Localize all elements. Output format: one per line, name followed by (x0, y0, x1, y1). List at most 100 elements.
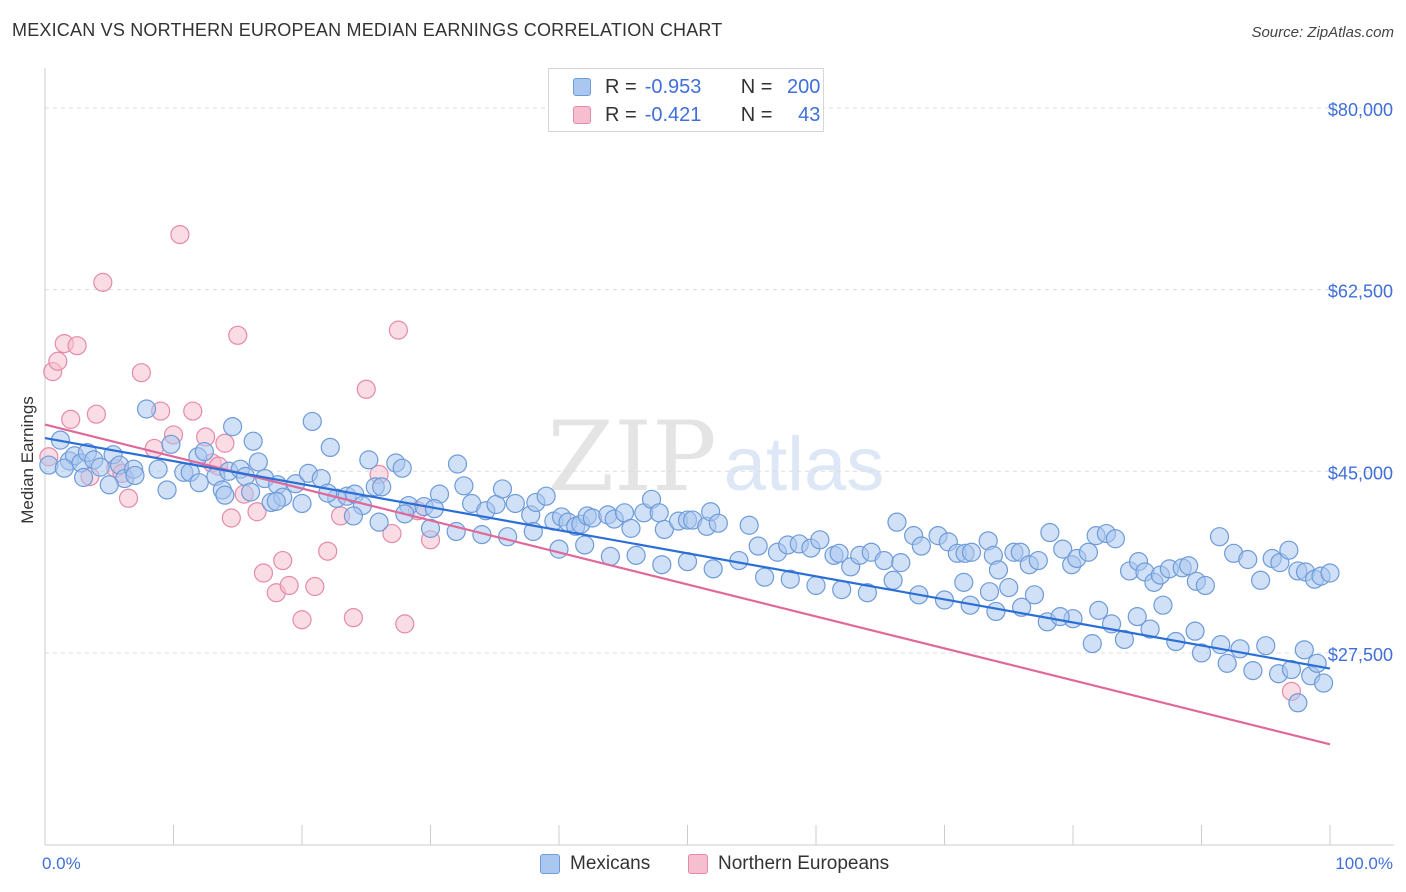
bottom-legend-northern-europeans: Northern Europeans (688, 852, 889, 876)
trend-lines (44, 423, 1331, 746)
data-point-mexicans (1185, 621, 1205, 641)
data-point-mexicans (1230, 639, 1250, 659)
data-point-northern-europeans (61, 409, 81, 429)
data-point-mexicans (90, 457, 110, 477)
data-point-northern-europeans (273, 550, 293, 571)
legend-swatch-pink (573, 106, 591, 124)
data-point-mexicans (54, 458, 74, 478)
legend-swatch-blue (540, 854, 560, 874)
data-point-mexicans (447, 454, 468, 474)
data-point-northern-europeans (305, 576, 325, 597)
data-point-mexicans (292, 493, 312, 514)
data-point-mexicans (454, 476, 474, 496)
data-point-mexicans (649, 503, 669, 523)
trend-line-northern-europeans (44, 423, 1331, 746)
data-point-mexicans (739, 515, 759, 535)
data-point-mexicans (1127, 607, 1147, 627)
data-point-mexicans (1313, 673, 1334, 693)
watermark-zip: ZIP (547, 401, 716, 513)
data-point-mexicans (1114, 629, 1135, 650)
data-point-mexicans (961, 542, 982, 562)
data-point-mexicans (829, 543, 849, 563)
data-point-mexicans (887, 512, 907, 532)
data-point-mexicans (1256, 636, 1276, 656)
data-point-mexicans (748, 536, 768, 556)
legend-swatch-blue (573, 78, 591, 96)
data-point-mexicans (157, 480, 177, 500)
source-label: Source: ZipAtlas.com (1251, 24, 1394, 41)
data-point-mexicans (1307, 653, 1327, 673)
data-point-mexicans (575, 535, 595, 555)
legend-r-value: -0.953 (644, 75, 702, 98)
data-point-mexicans (343, 506, 363, 526)
data-point-mexicans (302, 411, 322, 432)
trend-line-mexicans (44, 436, 1331, 670)
x-ticks (44, 825, 1331, 845)
data-point-mexicans (1179, 556, 1199, 576)
watermark: ZIP atlas (547, 401, 884, 513)
data-point-mexicans (654, 519, 674, 540)
legend-row-northern-europeans: R = -0.421 N = 43 (573, 101, 820, 129)
data-point-mexicans (266, 491, 286, 511)
data-point-mexicans (73, 467, 94, 488)
data-point-mexicans (492, 479, 513, 499)
legend-r-label: R = (605, 75, 637, 98)
data-point-mexicans (621, 518, 641, 538)
data-point-mexicans (1320, 563, 1340, 583)
data-point-northern-europeans (144, 438, 164, 459)
x-tick-label-min: 0.0% (42, 854, 81, 873)
bottom-legend-mexicans: Mexicans (540, 852, 650, 876)
data-point-northern-europeans (215, 433, 235, 453)
data-point-mexicans (891, 553, 911, 573)
data-point-mexicans (241, 482, 261, 502)
data-point-mexicans (1053, 539, 1073, 559)
data-point-northern-europeans (343, 608, 363, 628)
data-point-mexicans (1279, 540, 1299, 560)
data-point-mexicans (999, 577, 1019, 598)
data-point-northern-europeans (253, 563, 274, 583)
data-point-mexicans (505, 493, 525, 514)
y-axis-label: Median Earnings (18, 396, 37, 524)
data-point-mexicans (1078, 542, 1099, 562)
data-point-northern-europeans (356, 379, 376, 399)
data-point-mexicans (832, 580, 852, 600)
data-point-northern-europeans (247, 502, 267, 522)
data-point-mexicans (536, 486, 556, 506)
data-point-mexicans (1028, 550, 1048, 571)
bottom-legend-label: Northern Europeans (718, 853, 890, 874)
data-point-mexicans (194, 441, 214, 462)
data-point-mexicans (1243, 660, 1263, 681)
data-point-mexicans (1238, 549, 1258, 570)
data-point-northern-europeans (221, 508, 241, 528)
chart-title: MEXICAN VS NORTHERN EUROPEAN MEDIAN EARN… (12, 20, 723, 40)
data-point-northern-europeans (388, 320, 408, 340)
data-point-mexicans (1089, 600, 1109, 620)
data-point-mexicans (1217, 653, 1237, 673)
data-point-mexicans (369, 512, 389, 532)
data-point-mexicans (1040, 522, 1060, 543)
data-point-northern-europeans (318, 541, 338, 561)
data-point-mexicans (582, 508, 603, 528)
data-point-mexicans (549, 539, 569, 559)
data-point-mexicans (979, 582, 1000, 602)
data-point-northern-europeans (228, 325, 248, 345)
data-point-mexicans (99, 475, 119, 495)
legend-n-label: N = (740, 75, 773, 98)
data-point-northern-europeans (118, 488, 139, 508)
correlation-legend: R = -0.953 N = 200 R = -0.421 N = 43 (548, 68, 824, 132)
data-point-mexicans (392, 458, 412, 478)
data-point-northern-europeans (48, 351, 68, 371)
data-point-mexicans (223, 417, 243, 437)
axes (44, 68, 1394, 846)
data-point-mexicans (320, 437, 340, 458)
data-point-mexicans (810, 530, 830, 550)
data-point-mexicans (1105, 529, 1126, 549)
legend-r-value: -0.421 (644, 103, 702, 126)
data-point-mexicans (703, 559, 723, 579)
data-point-mexicans (1050, 607, 1070, 627)
data-point-mexicans (243, 431, 263, 451)
data-point-mexicans (125, 465, 145, 486)
data-point-mexicans (954, 572, 974, 592)
data-point-northern-europeans (93, 272, 113, 292)
